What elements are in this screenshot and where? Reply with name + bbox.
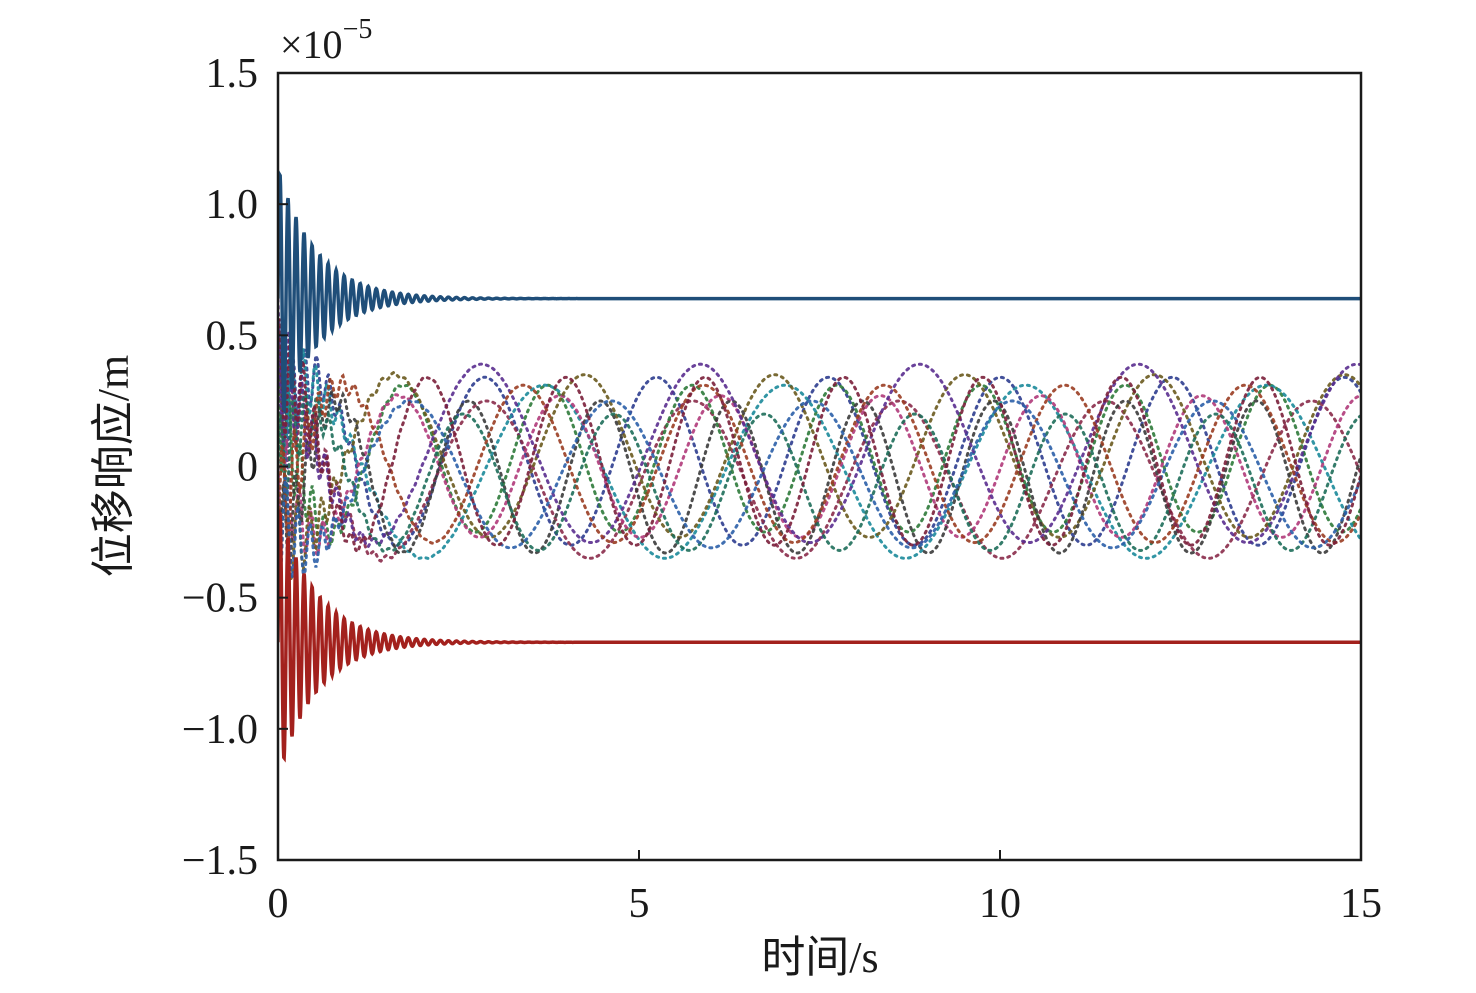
series-line	[278, 297, 1361, 549]
series-line	[278, 348, 1361, 549]
series-line	[278, 507, 1361, 763]
x-axis-label: 时间/s	[761, 933, 878, 982]
series-line	[278, 386, 1361, 618]
y-tick-label: 1.5	[206, 51, 259, 97]
y-tick-label: 0	[237, 445, 258, 491]
y-tick-label: 0.5	[206, 313, 259, 359]
series-line	[278, 370, 1361, 589]
x-tick-label: 10	[979, 881, 1021, 927]
series-line	[278, 373, 1361, 560]
y-tick-label: −0.5	[182, 576, 258, 622]
y-tick-label: −1.0	[182, 707, 258, 753]
series-line	[278, 168, 1361, 415]
x-tick-label: 5	[629, 881, 650, 927]
x-tick-label: 15	[1340, 881, 1382, 927]
series-line	[278, 317, 1361, 555]
y-multiplier-exponent: −5	[343, 14, 373, 45]
series-layer	[278, 168, 1361, 763]
y-axis-label: 位移响应/m	[89, 355, 138, 577]
y-tick-label: 1.0	[206, 182, 259, 228]
series-line	[278, 328, 1361, 563]
y-multiplier-label: ×10−5	[280, 14, 372, 67]
series-line	[278, 330, 1361, 560]
y-tick-label: −1.5	[182, 838, 258, 884]
x-tick-label: 0	[268, 881, 289, 927]
ticks-layer: 0 5 10 15 1.5 1.0 0.5 0 −0.5 −1.0 −1.5	[182, 51, 1382, 927]
